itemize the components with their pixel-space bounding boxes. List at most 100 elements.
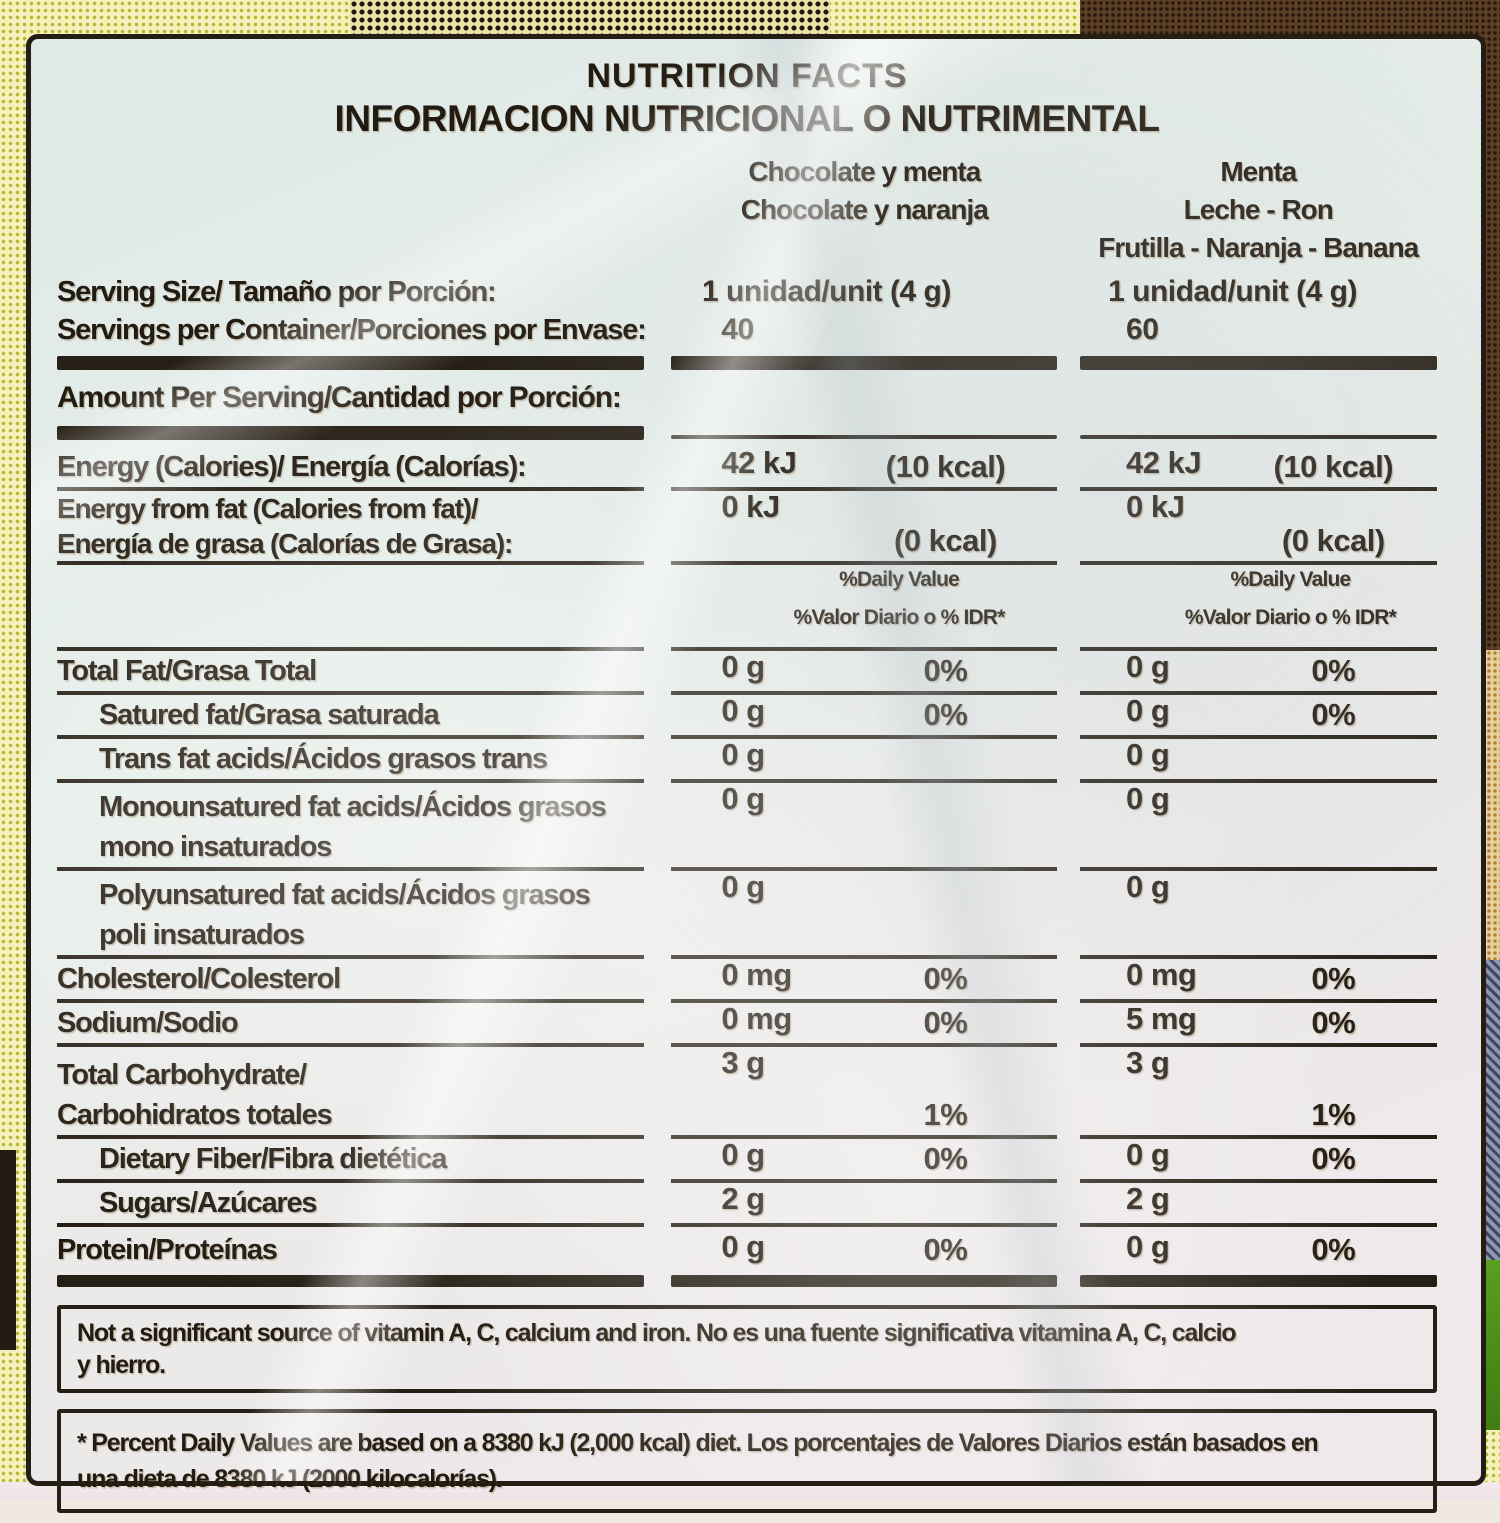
nutrient-label-text: Energía de grasa (Calorías de Grasa): <box>57 528 513 559</box>
col1-amount: 0 g <box>721 869 765 904</box>
separator-bar <box>1079 1275 1437 1287</box>
col1-values: 0 kJ (0 kcal) <box>671 487 1058 565</box>
col1-daily-value: (10 kcal) <box>885 449 1006 484</box>
col2-daily-value: (10 kcal) <box>1273 449 1394 484</box>
col1-values: 3 g 1% <box>671 1043 1058 1139</box>
col1-amount: 0 g <box>721 649 765 684</box>
nutrient-label: Total Carbohydrate/ Carbohidratos totale… <box>57 1055 644 1139</box>
separator-bar-row <box>57 1270 1437 1291</box>
col1-serving-size-value: 1 unidad/unit (4 g) <box>702 275 951 308</box>
col1-flavors: Chocolate y menta Chocolate y naranja <box>671 153 1057 267</box>
label-title-es-text: INFORMACION NUTRICIONAL O NUTRIMENTAL <box>334 98 1160 139</box>
column-gap <box>644 419 672 447</box>
nutrient-row-polyunsaturated-fat: Polyunsatured fat acids/Ácidos grasos po… <box>57 869 1437 959</box>
col1-values: 0 g 0% <box>671 691 1058 739</box>
nutrient-label: Protein/Proteínas <box>57 1230 644 1270</box>
col2-spacer <box>1080 377 1437 419</box>
col1-amount: 0 g <box>721 781 765 816</box>
nutrient-label-text: Satured fat/Grasa saturada <box>99 699 440 731</box>
col1-values: 2 g <box>671 1179 1058 1227</box>
col2-amount: 0 g <box>1126 649 1170 684</box>
col2-values: 0 g <box>1079 779 1437 871</box>
amount-per-serving-text: Amount Per Serving/Cantidad por Porción: <box>57 381 622 414</box>
amount-per-serving-label: Amount Per Serving/Cantidad por Porción: <box>57 377 644 419</box>
col1-daily-value: 0% <box>923 1005 968 1040</box>
separator-bar <box>57 356 644 370</box>
serving-size-row: Serving Size/ Tamaño por Porción: 1 unid… <box>57 273 1437 311</box>
nutrient-label: Dietary Fiber/Fibra dietética <box>57 1139 644 1183</box>
servings-label-text: Servings per Container/Porciones por Env… <box>57 314 647 346</box>
nutrition-label-panel: NUTRITION FACTS INFORMACION NUTRICIONAL … <box>26 34 1486 1513</box>
label-title-en: NUTRITION FACTS <box>57 55 1437 97</box>
nutrient-row-sugars: Sugars/Azúcares 2 g 2 g <box>57 1181 1437 1227</box>
daily-value-header-line: %Daily Value <box>839 568 960 591</box>
col2-flavor-line: Frutilla - Naranja - Banana <box>1098 232 1419 263</box>
col2-servings: 60 <box>1080 311 1437 349</box>
servings-row: Servings per Container/Porciones por Env… <box>57 311 1437 349</box>
col1-values: 42 kJ (10 kcal) <box>671 443 1058 491</box>
col1-amount: 0 g <box>721 1137 765 1172</box>
nutrient-label: Cholesterol/Colesterol <box>57 959 644 1003</box>
col2-amount: 0 g <box>1126 693 1170 728</box>
col1-values: 0 g <box>671 867 1058 959</box>
nutrient-label-text: mono insaturados <box>99 831 332 863</box>
col1-spacer <box>671 377 1057 419</box>
nutrient-label-text: Sugars/Azúcares <box>99 1187 318 1219</box>
nutrient-label: Sodium/Sodio <box>57 1003 644 1047</box>
col1-amount: 0 g <box>721 737 765 772</box>
footnote-daily-values: * Percent Daily Values are based on a 83… <box>57 1409 1437 1513</box>
nutrient-row-energy-from-fat: Energy from fat (Calories from fat)/ Ene… <box>57 489 1437 565</box>
separator-bar-row <box>57 419 1437 447</box>
column-gap <box>1057 419 1079 447</box>
column-gap <box>1057 1270 1079 1291</box>
nutrient-label-text: Cholesterol/Colesterol <box>57 963 341 995</box>
column-gap <box>1057 349 1079 377</box>
separator-bar <box>57 1275 644 1287</box>
halftone-top-checker <box>350 0 830 36</box>
col2-daily-value: 0% <box>1311 1141 1356 1176</box>
nutrient-row-monounsaturated-fat: Monounsatured fat acids/Ácidos grasos mo… <box>57 781 1437 871</box>
footnote-significant-source: Not a significant source of vitamin A, C… <box>57 1305 1437 1393</box>
col1-serving-size: 1 unidad/unit (4 g) <box>671 273 1057 311</box>
col1-amount: 3 g <box>721 1045 765 1080</box>
col2-amount: 0 g <box>1126 781 1170 816</box>
col2-amount: 42 kJ <box>1126 445 1202 480</box>
col2-values: 0 mg 0% <box>1079 955 1437 1003</box>
serving-size-label: Serving Size/ Tamaño por Porción: <box>57 273 644 311</box>
nutrient-label: Sugars/Azúcares <box>57 1183 644 1227</box>
nutrient-label-text: Energy (Calories)/ Energía (Calorías): <box>57 451 527 483</box>
col2-daily-value: (0 kcal) <box>1281 523 1385 558</box>
col1-amount: 2 g <box>721 1181 765 1216</box>
nutrient-row-trans-fat: Trans fat acids/Ácidos grasos trans 0 g … <box>57 737 1437 783</box>
separator-bar <box>671 1275 1058 1287</box>
col2-daily-value: 0% <box>1311 697 1356 732</box>
col2-amount: 3 g <box>1126 1045 1170 1080</box>
servings-label: Servings per Container/Porciones por Env… <box>57 311 647 349</box>
nutrient-label: Energy (Calories)/ Energía (Calorías): <box>57 447 644 491</box>
nutrient-row-total-carbohydrate: Total Carbohydrate/ Carbohidratos totale… <box>57 1045 1437 1139</box>
col2-amount: 0 mg <box>1126 957 1197 992</box>
col1-amount: 42 kJ <box>721 445 797 480</box>
col1-values: 0 mg 0% <box>671 955 1058 1003</box>
daily-value-header-row: %Daily Value %Valor Diario o % IDR* %Dai… <box>57 565 1437 651</box>
col1-daily-value: 0% <box>923 653 968 688</box>
daily-value-header-line: %Daily Value <box>1230 568 1351 591</box>
bottom-strip <box>0 1482 1500 1500</box>
nutrient-label: Trans fat acids/Ácidos grasos trans <box>57 739 644 783</box>
nutrient-row-total-fat: Total Fat/Grasa Total 0 g 0% 0 g 0% <box>57 649 1437 695</box>
col1-values: 0 g <box>671 779 1058 871</box>
nutrient-row-sodium: Sodium/Sodio 0 mg 0% 5 mg 0% <box>57 1001 1437 1047</box>
col2-serving-size: 1 unidad/unit (4 g) <box>1080 273 1437 311</box>
nutrient-label-text: poli insaturados <box>99 919 305 951</box>
col1-daily-value: (0 kcal) <box>894 523 997 558</box>
nutrient-label-text: Total Fat/Grasa Total <box>57 655 317 687</box>
column-gap <box>644 349 672 377</box>
nutrient-label-text: Trans fat acids/Ácidos grasos trans <box>99 743 548 775</box>
col2-amount: 5 mg <box>1126 1001 1197 1036</box>
nutrient-row-cholesterol: Cholesterol/Colesterol 0 mg 0% 0 mg 0% <box>57 957 1437 1003</box>
col1-amount: 0 mg <box>721 1001 792 1036</box>
col2-values: 0 g 0% <box>1079 691 1437 739</box>
nutrient-label: Satured fat/Grasa saturada <box>57 695 644 739</box>
label-title-es: INFORMACION NUTRICIONAL O NUTRIMENTAL <box>57 97 1437 141</box>
separator-bar <box>671 356 1058 370</box>
